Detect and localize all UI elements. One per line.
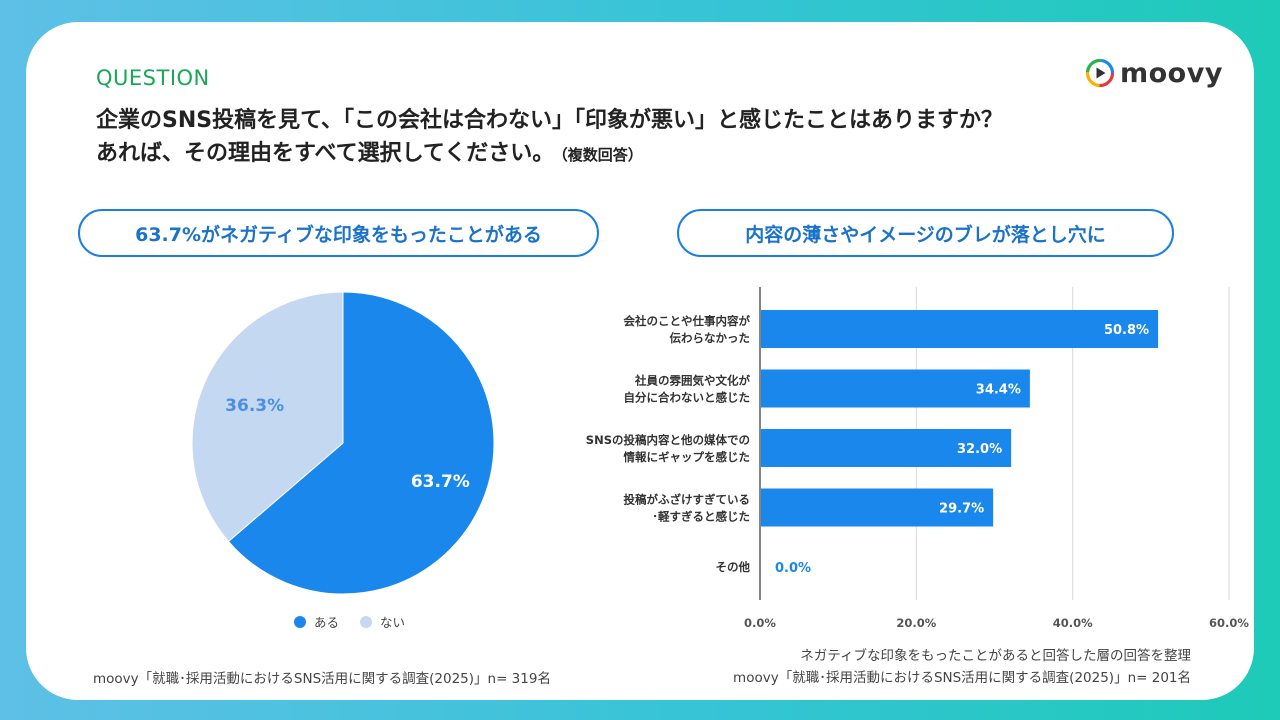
right-source: moovy「就職･採用活動におけるSNS活用に関する調査(2025)」n= 20…	[733, 670, 1191, 686]
bar-2	[761, 429, 1012, 467]
title-line-2: あれば、その理由をすべて選択してください。 （複数回答）	[96, 137, 1226, 172]
bar-tick-label-2: 40.0%	[1053, 616, 1093, 630]
pie-legend-marker-0	[294, 616, 306, 628]
left-source: moovy「就職･採用活動におけるSNS活用に関する調査(2025)」n= 31…	[93, 671, 551, 687]
bar-value-label-4: 0.0%	[775, 561, 811, 576]
bar-tick-label-0: 0.0%	[744, 616, 776, 630]
moovy-logo: moovy	[1085, 57, 1223, 89]
bar-category-label-3-0: 投稿がふざけすぎている	[624, 493, 751, 507]
question-title: 企業のSNS投稿を見て、「この会社は合わない」「印象が悪い」と感じたことはありま…	[96, 104, 1226, 172]
pie-slice-1	[191, 291, 344, 543]
right-source-block: ネガティブな印象をもったことがあると回答した層の回答を整理 moovy「就職･採…	[733, 645, 1191, 689]
bar-tick-label-1: 20.0%	[896, 616, 936, 630]
bar-category-label-0-0: 会社のことや仕事内容が	[623, 314, 751, 328]
bar-category-label-0-1: 伝わらなかった	[670, 331, 751, 345]
logo-text: moovy	[1120, 57, 1223, 89]
bar-category-label-2-1: 情報にギャップを感じた	[623, 450, 751, 464]
bar-1	[761, 369, 1030, 408]
pie-value-label-1: 36.3%	[225, 396, 284, 416]
title-note: （複数回答）	[560, 146, 643, 164]
question-label: QUESTION	[96, 66, 210, 90]
pie-legend-label-1: ない	[380, 615, 405, 630]
bar-category-label-4-0: その他	[716, 560, 751, 574]
bar-category-label-2-0: SNSの投稿内容と他の媒体での	[586, 433, 750, 447]
bar-value-label-3: 29.7%	[939, 502, 984, 517]
play-logo-icon	[1085, 58, 1115, 88]
bar-value-label-0: 50.8%	[1104, 323, 1149, 338]
bar-category-label-1-0: 社員の雰囲気や文化が	[634, 374, 750, 388]
bar-value-label-2: 32.0%	[957, 442, 1002, 457]
bar-tick-label-3: 60.0%	[1209, 616, 1249, 630]
title-line-1: 企業のSNS投稿を見て、「この会社は合わない」「印象が悪い」と感じたことはありま…	[96, 108, 1004, 133]
left-headline: 63.7%がネガティブな印象をもったことがある	[78, 209, 599, 257]
bar-category-label-3-1: ･軽すぎると感じた	[652, 510, 750, 524]
bar-category-label-1-1: 自分に合わないと感じた	[624, 391, 751, 405]
bar-0	[761, 310, 1159, 348]
title-line-2-text: あれば、その理由をすべて選択してください。	[96, 141, 555, 166]
bar-value-label-1: 34.4%	[976, 383, 1021, 398]
right-headline: 内容の薄さやイメージのブレが落とし穴に	[677, 209, 1174, 257]
pie-legend-label-0: ある	[314, 615, 339, 630]
right-note: ネガティブな印象をもったことがあると回答した層の回答を整理	[800, 648, 1191, 664]
pie-slice-0	[227, 291, 495, 595]
pie-value-label-0: 63.7%	[411, 472, 470, 492]
bar-3	[761, 488, 994, 527]
pie-legend-marker-1	[360, 616, 372, 628]
